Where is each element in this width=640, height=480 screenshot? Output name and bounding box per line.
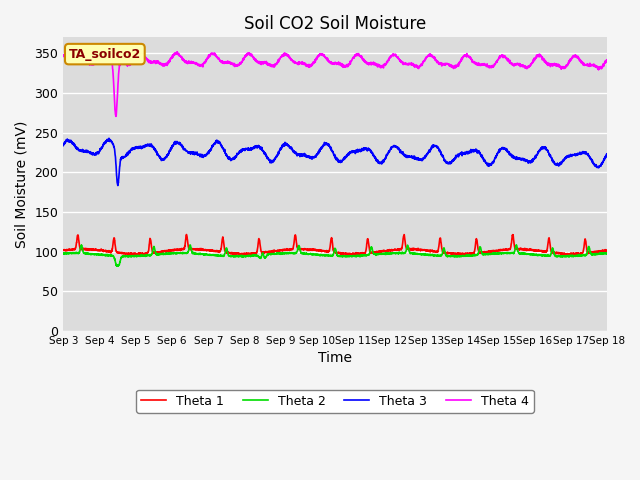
Theta 2: [534, 252, 542, 258]
Theta 3: [114, 183, 122, 189]
Legend: Theta 1, Theta 2, Theta 3, Theta 4: Theta 1, Theta 2, Theta 3, Theta 4: [136, 390, 534, 413]
Theta 1: [534, 247, 542, 253]
Line: Theta 4: Theta 4: [63, 52, 607, 116]
Theta 3: [534, 149, 542, 155]
Theta 1: [122, 251, 129, 256]
Theta 4: [268, 63, 276, 69]
Theta 1: [154, 250, 161, 256]
Theta 1: [292, 232, 300, 238]
Theta 4: [60, 53, 67, 59]
Theta 4: [603, 58, 611, 63]
Text: TA_soilco2: TA_soilco2: [68, 48, 141, 60]
Theta 2: [513, 242, 520, 248]
Theta 1: [348, 252, 356, 258]
Line: Theta 1: Theta 1: [63, 235, 607, 255]
Theta 4: [112, 113, 120, 119]
Theta 4: [63, 49, 71, 55]
Theta 4: [154, 59, 162, 65]
Theta 4: [534, 52, 542, 58]
Y-axis label: Soil Moisture (mV): Soil Moisture (mV): [15, 120, 29, 248]
Theta 2: [115, 263, 122, 269]
Theta 2: [122, 253, 129, 259]
Theta 2: [292, 251, 300, 256]
Theta 1: [182, 232, 190, 238]
Theta 3: [268, 159, 276, 165]
X-axis label: Time: Time: [318, 351, 352, 365]
Theta 1: [60, 247, 67, 253]
Theta 1: [593, 249, 600, 254]
Theta 4: [292, 60, 300, 65]
Theta 2: [60, 251, 67, 257]
Theta 3: [593, 164, 600, 169]
Theta 2: [268, 251, 276, 256]
Title: Soil CO2 Soil Moisture: Soil CO2 Soil Moisture: [244, 15, 426, 33]
Theta 3: [105, 135, 113, 141]
Theta 4: [122, 61, 129, 67]
Line: Theta 2: Theta 2: [63, 245, 607, 266]
Theta 3: [603, 151, 611, 157]
Theta 2: [593, 251, 600, 257]
Theta 4: [593, 64, 600, 70]
Theta 2: [154, 252, 161, 258]
Theta 3: [60, 143, 67, 148]
Theta 3: [122, 153, 129, 159]
Theta 2: [603, 251, 611, 257]
Theta 1: [268, 250, 276, 255]
Line: Theta 3: Theta 3: [63, 138, 607, 186]
Theta 3: [292, 149, 300, 155]
Theta 3: [154, 152, 162, 158]
Theta 1: [603, 248, 611, 253]
